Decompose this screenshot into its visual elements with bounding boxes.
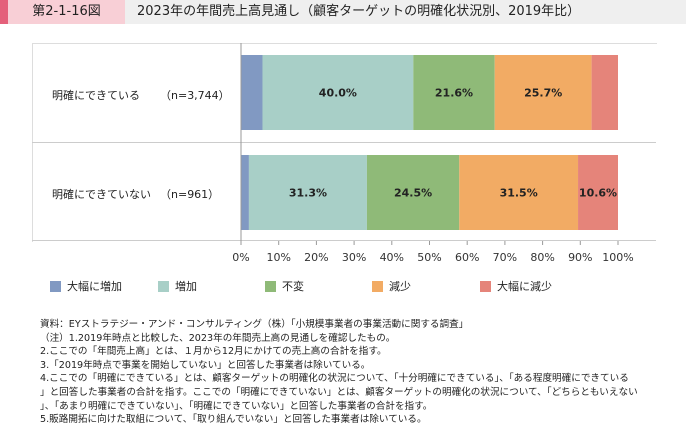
x-tick-label: 0%	[232, 251, 249, 264]
bar-segment	[578, 155, 618, 230]
legend-item: 不変	[265, 278, 304, 294]
x-tick-label: 30%	[342, 251, 366, 264]
category-label: 明確にできている	[52, 89, 140, 102]
data-label: 24.5%	[394, 187, 432, 200]
row-divider	[32, 142, 656, 143]
legend-label: 増加	[175, 280, 197, 293]
bar-segment	[241, 55, 263, 130]
legend-item: 増加	[158, 278, 197, 294]
note-line: （注）1.2019年時点と比較した、2023年の年間売上高の見通しを確認したもの…	[40, 332, 396, 344]
stacked-bar-chart: 40.0% 21.6% 25.7% 31.3% 24.5% 31.5% 10.6% 0% 10%…	[232, 43, 634, 264]
bar-segment	[241, 155, 249, 230]
legend-label: 不変	[282, 280, 304, 293]
legend-swatch	[480, 280, 491, 292]
data-label: 10.6%	[579, 187, 617, 200]
bar-segment	[591, 55, 618, 130]
category-label: 明確にできていない	[52, 188, 151, 201]
legend-item: 大幅に増加	[50, 278, 122, 294]
legend-swatch	[265, 280, 276, 292]
x-tick-label: 50%	[417, 251, 441, 264]
figure-header: 第2-1-16図 2023年の年間売上高見通し（顧客ターゲットの明確化状況別、2…	[0, 0, 686, 24]
note-line: 2.ここでの「年間売上高」とは、１月から12月にかけての売上高の合計を指す。	[40, 346, 387, 358]
bar-segment	[248, 155, 367, 230]
bar-segment	[413, 55, 495, 130]
data-label: 21.6%	[435, 87, 473, 100]
legend-item: 減少	[372, 278, 411, 294]
legend-label: 大幅に減少	[497, 280, 552, 293]
x-tick-label: 20%	[304, 251, 328, 264]
category-n: （n=3,744）	[160, 89, 230, 102]
header-accent	[0, 0, 8, 24]
bar-segment	[459, 155, 579, 230]
legend-label: 減少	[389, 280, 411, 293]
x-tick-label: 60%	[455, 251, 479, 264]
data-label: 31.5%	[500, 187, 538, 200]
notes: 資料：EYストラテジー・アンド・コンサルティング（株）「小規模事業者の事業活動に…	[40, 318, 638, 427]
data-label: 31.3%	[289, 187, 327, 200]
row-divider	[32, 240, 656, 241]
legend-swatch	[50, 280, 61, 292]
x-tick-label: 80%	[530, 251, 554, 264]
note-line: 」と回答した事業者の合計を指す。ここでの「明確にできていない」とは、顧客ターゲッ…	[40, 386, 638, 398]
figure-number: 第2-1-16図	[8, 0, 125, 24]
note-line: 」、「あまり明確にできていない」、「明確にできていない」と回答した事業者の合計を…	[40, 400, 433, 412]
x-tick-label: 70%	[493, 251, 517, 264]
note-line: 5.販路開拓に向けた取組について、「取り組んでいない」と回答した事業者は除いてい…	[40, 414, 427, 426]
bar-segment	[366, 155, 460, 230]
legend-item: 大幅に減少	[480, 278, 552, 294]
data-label: 25.7%	[524, 87, 562, 100]
category-n: （n=961）	[160, 188, 220, 201]
bar-segment	[262, 55, 414, 130]
bar-segment	[494, 55, 592, 130]
legend-label: 大幅に増加	[67, 280, 122, 293]
chart-title: 2023年の年間売上高見通し（顧客ターゲットの明確化状況別、2019年比）	[137, 4, 581, 19]
data-label: 40.0%	[319, 87, 357, 100]
x-tick-label: 100%	[602, 251, 633, 264]
note-line: 3.「2019年時点で事業を開始していない」と回答した事業者は除いている。	[40, 359, 371, 371]
note-line: 資料：EYストラテジー・アンド・コンサルティング（株）「小規模事業者の事業活動に…	[40, 319, 469, 330]
legend-swatch	[158, 280, 169, 292]
legend-swatch	[372, 280, 383, 292]
x-tick-label: 40%	[380, 251, 404, 264]
x-tick-label: 10%	[266, 251, 290, 264]
note-line: 4.ここでの「明確にできている」とは、顧客ターゲットの明確化の状況について、「十…	[40, 373, 629, 385]
x-tick-label: 90%	[568, 251, 592, 264]
